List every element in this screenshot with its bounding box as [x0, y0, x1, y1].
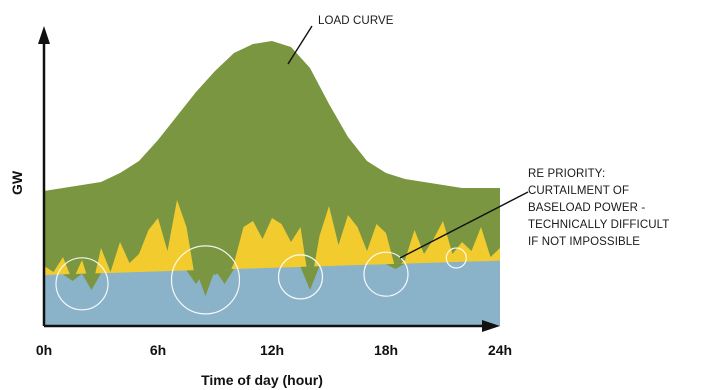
re-priority-line-3: BASELOAD POWER -	[528, 202, 645, 214]
load-curve-annotation: LOAD CURVE	[318, 15, 394, 27]
baseload-dip	[82, 273, 101, 290]
baseload-dip	[63, 273, 82, 281]
re-priority-line-4: TECHNICALLY DIFFICULT	[528, 219, 669, 231]
area-layer	[44, 41, 500, 326]
x-tick-label: 18h	[374, 342, 398, 358]
re-priority-line-5: IF NOT IMPOSSIBLE	[528, 236, 640, 248]
x-tick-label: 12h	[260, 342, 284, 358]
curtailment-highlight-circle	[55, 257, 109, 311]
baseline-dips-layer	[63, 263, 405, 296]
baseload-dip	[215, 269, 234, 284]
load-curve-leader	[287, 25, 313, 65]
baseload-dip	[196, 269, 215, 296]
baseload-dip	[386, 263, 405, 269]
re-priority-line-2: CURTAILMENT OF	[528, 185, 629, 197]
x-tick-label: 24h	[488, 342, 512, 358]
re-priority-leader	[399, 191, 529, 259]
curtailment-highlight-circle	[170, 245, 241, 315]
axes	[38, 26, 500, 332]
curtailment-highlight-circle	[277, 254, 324, 300]
x-tick-labels: 0h 6h 12h 18h 24h	[36, 342, 512, 358]
x-axis-arrow	[482, 320, 500, 332]
baseload-dip	[300, 266, 320, 290]
x-tick-label: 6h	[150, 342, 166, 358]
re-priority-line-1: RE PRIORITY:	[528, 168, 605, 180]
highlight-circles	[55, 245, 467, 315]
y-axis-label: GW	[9, 170, 25, 195]
baseload-area	[44, 260, 500, 326]
x-axis-label: Time of day (hour)	[201, 372, 323, 388]
curtailment-highlight-circle	[445, 247, 467, 269]
y-axis-arrow	[38, 26, 50, 44]
x-tick-label: 0h	[36, 342, 52, 358]
curtailment-highlight-circle	[363, 251, 409, 297]
